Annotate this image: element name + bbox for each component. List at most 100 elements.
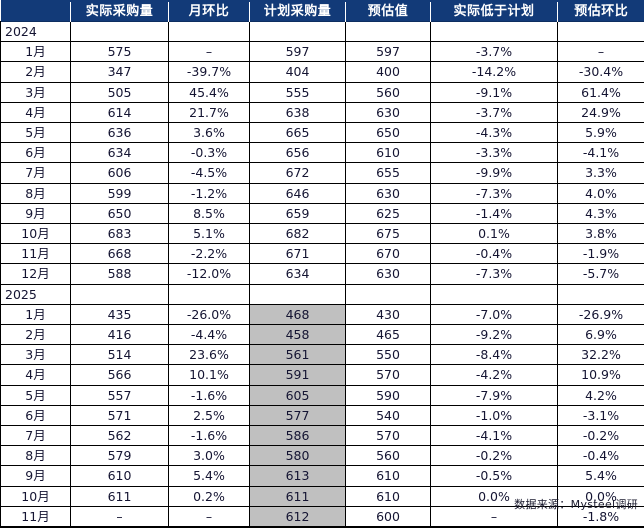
cell-actual-below-plan: -0.2% <box>431 446 558 466</box>
cell-mom: 23.6% <box>169 345 250 365</box>
column-header-estimate-mom[interactable]: 预估环比 <box>558 1 644 22</box>
column-header-actual-below-plan[interactable]: 实际低于计划 <box>431 1 558 22</box>
year-group-spacer <box>169 22 250 42</box>
year-group-row: 2024 <box>1 22 644 42</box>
cell-estimate: 570 <box>346 365 431 385</box>
cell-month: 4月 <box>1 102 71 122</box>
cell-estimate-mom: -0.4% <box>558 446 644 466</box>
cell-month: 2月 <box>1 62 71 82</box>
cell-mom: 5.1% <box>169 224 250 244</box>
cell-estimate: 610 <box>346 466 431 486</box>
column-header-actual-purchase[interactable]: 实际采购量 <box>71 1 169 22</box>
cell-month: 2月 <box>1 325 71 345</box>
column-header-month[interactable] <box>1 1 71 22</box>
cell-month: 7月 <box>1 163 71 183</box>
cell-actual-below-plan: -1.0% <box>431 405 558 425</box>
cell-actual-purchase: 416 <box>71 325 169 345</box>
cell-mom: -26.0% <box>169 304 250 324</box>
cell-mom: -12.0% <box>169 264 250 284</box>
cell-month: 3月 <box>1 345 71 365</box>
cell-actual-below-plan: -4.2% <box>431 365 558 385</box>
cell-month: 9月 <box>1 466 71 486</box>
cell-estimate-mom: 10.9% <box>558 365 644 385</box>
cell-estimate: 675 <box>346 224 431 244</box>
cell-mom: -1.2% <box>169 183 250 203</box>
cell-mom: 3.0% <box>169 446 250 466</box>
cell-actual-below-plan: -3.3% <box>431 143 558 163</box>
column-header-planned-purchase[interactable]: 计划采购量 <box>250 1 346 22</box>
cell-estimate: 560 <box>346 446 431 466</box>
cell-actual-purchase: 634 <box>71 143 169 163</box>
cell-planned-purchase: 611 <box>250 486 346 506</box>
cell-planned-purchase: 672 <box>250 163 346 183</box>
cell-estimate: 465 <box>346 325 431 345</box>
year-group-spacer <box>431 22 558 42</box>
cell-mom: 5.4% <box>169 466 250 486</box>
cell-estimate: 550 <box>346 345 431 365</box>
cell-estimate-mom: 4.3% <box>558 203 644 223</box>
cell-planned-purchase: 638 <box>250 102 346 122</box>
cell-estimate: 630 <box>346 183 431 203</box>
cell-actual-purchase: 650 <box>71 203 169 223</box>
cell-planned-purchase: 458 <box>250 325 346 345</box>
year-group-label: 2024 <box>1 22 71 42</box>
cell-actual-purchase: 575 <box>71 42 169 62</box>
table-header: 实际采购量 月环比 计划采购量 预估值 实际低于计划 预估环比 <box>1 1 644 22</box>
cell-estimate-mom: 4.0% <box>558 183 644 203</box>
cell-estimate: 430 <box>346 304 431 324</box>
cell-month: 10月 <box>1 486 71 506</box>
cell-month: 9月 <box>1 203 71 223</box>
cell-month: 4月 <box>1 365 71 385</box>
cell-actual-purchase: 668 <box>71 244 169 264</box>
cell-actual-below-plan: -7.9% <box>431 385 558 405</box>
cell-actual-below-plan: -4.3% <box>431 123 558 143</box>
cell-mom: -4.4% <box>169 325 250 345</box>
cell-mom: -2.2% <box>169 244 250 264</box>
cell-actual-purchase: 636 <box>71 123 169 143</box>
year-group-spacer <box>558 284 644 304</box>
cell-planned-purchase: 612 <box>250 506 346 527</box>
cell-actual-purchase: 505 <box>71 82 169 102</box>
cell-estimate: 590 <box>346 385 431 405</box>
column-header-estimate[interactable]: 预估值 <box>346 1 431 22</box>
cell-estimate-mom: 61.4% <box>558 82 644 102</box>
year-group-spacer <box>71 22 169 42</box>
cell-actual-below-plan: -3.7% <box>431 42 558 62</box>
cell-actual-below-plan: -9.9% <box>431 163 558 183</box>
cell-estimate: 540 <box>346 405 431 425</box>
cell-actual-below-plan: -1.4% <box>431 203 558 223</box>
cell-planned-purchase: 646 <box>250 183 346 203</box>
cell-estimate: 610 <box>346 143 431 163</box>
column-header-mom[interactable]: 月环比 <box>169 1 250 22</box>
cell-planned-purchase: 555 <box>250 82 346 102</box>
cell-month: 8月 <box>1 446 71 466</box>
cell-actual-purchase: 588 <box>71 264 169 284</box>
cell-mom: 10.1% <box>169 365 250 385</box>
cell-planned-purchase: 597 <box>250 42 346 62</box>
cell-actual-purchase: 611 <box>71 486 169 506</box>
cell-actual-purchase: 566 <box>71 365 169 385</box>
